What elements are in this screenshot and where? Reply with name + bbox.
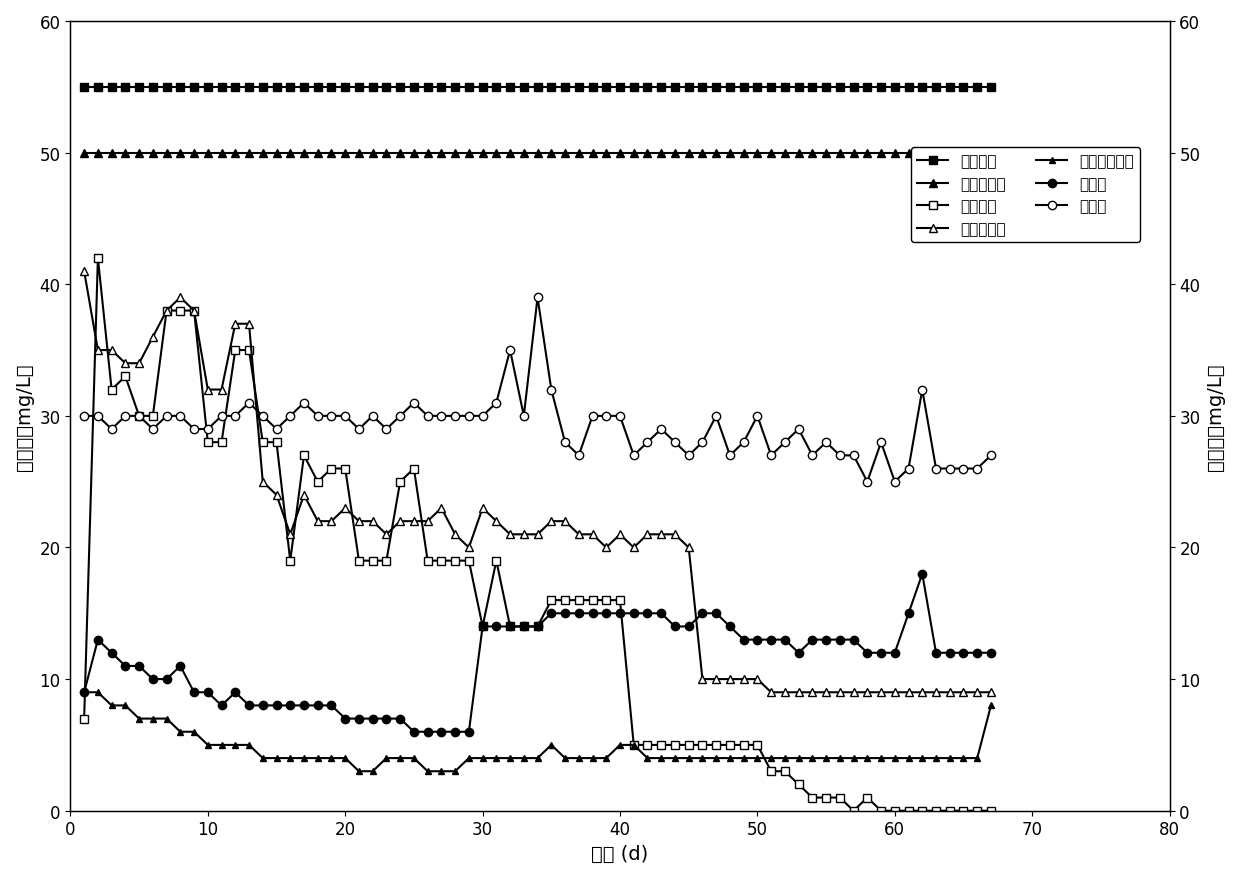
进水氨氮 (983, 83, 998, 93)
出水氨氮 (929, 805, 944, 816)
进水硷酸盐 (489, 148, 503, 159)
出水亚硷酸盐 (215, 740, 229, 751)
二价鐵 (777, 437, 792, 448)
Line: 出水亚硷酸盐: 出水亚硷酸盐 (81, 689, 994, 774)
出水硷酸盐 (983, 687, 998, 698)
二价鐵 (77, 411, 92, 421)
Y-axis label: 铁浓度（mg/L）: 铁浓度（mg/L） (1207, 363, 1225, 470)
出水硷酸盐 (215, 385, 229, 395)
二价鐵 (145, 424, 160, 435)
出水亚硷酸盐 (983, 701, 998, 711)
Line: 二价鐵: 二价鐵 (79, 294, 996, 486)
出水亚硷酸盐 (187, 727, 202, 738)
出水亚硷酸盐 (77, 687, 92, 698)
出水亚硷酸盐 (777, 753, 792, 764)
出水氨氮 (846, 805, 861, 816)
Line: 进水硷酸盐: 进水硷酸盐 (79, 149, 996, 158)
二价鐵 (859, 477, 874, 487)
进水硷酸盐 (448, 148, 463, 159)
进水氨氮 (448, 83, 463, 93)
进水硷酸盐 (215, 148, 229, 159)
Line: 三价鐵: 三价鐵 (79, 570, 996, 736)
出水硷酸盐 (187, 306, 202, 316)
出水氨氮 (983, 805, 998, 816)
进水硷酸盐 (77, 148, 92, 159)
三价鐵 (407, 727, 422, 738)
出水氨氮 (201, 437, 216, 448)
二价鐵 (448, 411, 463, 421)
出水硷酸盐 (489, 516, 503, 527)
出水亚硷酸盐 (461, 753, 476, 764)
出水氨氮 (77, 714, 92, 724)
二价鐵 (187, 424, 202, 435)
二价鐵 (489, 398, 503, 408)
进水氨氮 (283, 83, 298, 93)
Line: 出水硷酸盐: 出水硷酸盐 (79, 268, 996, 696)
进水硷酸盐 (283, 148, 298, 159)
出水氨氮 (159, 306, 174, 316)
出水亚硷酸盐 (351, 766, 366, 777)
三价鐵 (777, 635, 792, 645)
三价鐵 (502, 622, 517, 632)
二价鐵 (983, 450, 998, 461)
三价鐵 (929, 648, 944, 658)
进水氨氮 (215, 83, 229, 93)
进水硷酸盐 (983, 148, 998, 159)
出水亚硷酸盐 (929, 753, 944, 764)
进水氨氮 (764, 83, 779, 93)
Y-axis label: 氮浓度（mg/L）: 氮浓度（mg/L） (15, 363, 33, 470)
出水亚硷酸盐 (502, 753, 517, 764)
二价鐵 (531, 292, 546, 303)
出水氨氮 (777, 766, 792, 777)
出水硷酸盐 (777, 687, 792, 698)
三价鐵 (461, 727, 476, 738)
出水硷酸盐 (77, 267, 92, 277)
进水氨氮 (489, 83, 503, 93)
Legend: 进水氨氮, 进水硷酸盐, 出水氨氮, 出水硷酸盐, 出水亚硷酸盐, 三价鐵, 二价鐵: 进水氨氮, 进水硷酸盐, 出水氨氮, 出水硷酸盐, 出水亚硷酸盐, 三价鐵, 二… (911, 148, 1140, 243)
三价鐵 (145, 674, 160, 685)
出水硷酸盐 (929, 687, 944, 698)
出水氨氮 (502, 622, 517, 632)
三价鐵 (77, 687, 92, 698)
出水硷酸盐 (448, 529, 463, 540)
X-axis label: 时间 (d): 时间 (d) (591, 844, 649, 863)
出水氨氮 (91, 254, 105, 264)
三价鐵 (187, 687, 202, 698)
Line: 出水氨氮: 出水氨氮 (79, 255, 996, 815)
出水氨氮 (461, 556, 476, 566)
进水氨氮 (77, 83, 92, 93)
进水硷酸盐 (929, 148, 944, 159)
三价鐵 (915, 569, 930, 579)
二价鐵 (929, 464, 944, 474)
进水氨氮 (929, 83, 944, 93)
进水硷酸盐 (764, 148, 779, 159)
Line: 进水氨氮: 进水氨氮 (79, 83, 996, 92)
出水硷酸盐 (764, 687, 779, 698)
三价鐵 (983, 648, 998, 658)
